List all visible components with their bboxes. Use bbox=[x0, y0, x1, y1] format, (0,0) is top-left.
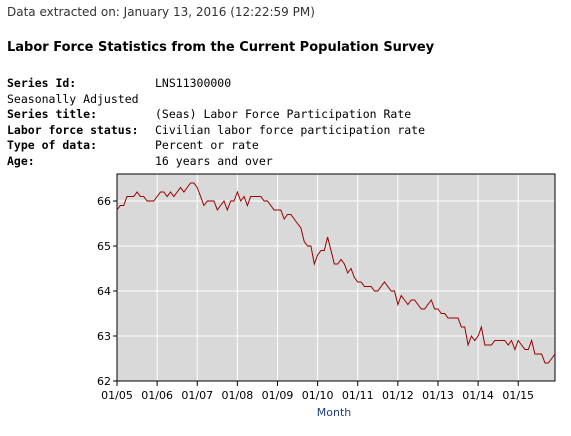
meta-key: Series title: bbox=[7, 107, 98, 122]
meta-value: 16 years and over bbox=[155, 153, 273, 168]
meta-row-age: Age: 16 years and over bbox=[7, 154, 425, 170]
meta-value: Civilian labor force participation rate bbox=[155, 122, 426, 137]
meta-row-data-type: Type of data: Percent or rate bbox=[7, 138, 425, 154]
extraction-timestamp: Data extracted on: January 13, 2016 (12:… bbox=[7, 5, 315, 19]
x-tick-label: 01/13 bbox=[422, 389, 454, 402]
x-tick-label: 01/11 bbox=[342, 389, 374, 402]
y-tick-label: 64 bbox=[97, 285, 111, 298]
y-tick-label: 63 bbox=[97, 330, 111, 343]
meta-key: Labor force status: bbox=[7, 122, 139, 137]
meta-value: Percent or rate bbox=[155, 138, 259, 153]
x-tick-label: 01/14 bbox=[462, 389, 494, 402]
page-title: Labor Force Statistics from the Current … bbox=[7, 40, 435, 55]
meta-key: Series Id: bbox=[7, 76, 77, 90]
y-tick-label: 66 bbox=[97, 195, 111, 208]
y-tick-label: 62 bbox=[97, 375, 111, 388]
x-tick-label: 01/12 bbox=[382, 389, 414, 402]
series-line bbox=[116, 182, 556, 364]
x-tick-label: 01/15 bbox=[502, 389, 534, 402]
plot-area bbox=[116, 173, 556, 382]
x-axis-label: Month bbox=[317, 406, 352, 419]
meta-key: Type of data: bbox=[7, 138, 98, 153]
x-tick-label: 01/10 bbox=[302, 389, 334, 402]
meta-row-seasonal: Seasonally Adjusted bbox=[7, 92, 425, 108]
x-tick-label: 01/06 bbox=[141, 389, 173, 402]
meta-value: (Seas) Labor Force Participation Rate bbox=[155, 107, 412, 122]
x-tick-label: 01/07 bbox=[181, 389, 213, 402]
meta-value: LNS11300000 bbox=[155, 76, 232, 90]
series-metadata: Series Id: LNS11300000 Seasonally Adjust… bbox=[7, 76, 425, 170]
x-tick-label: 01/09 bbox=[262, 389, 294, 402]
meta-row-series-title: Series title: (Seas) Labor Force Partici… bbox=[7, 107, 425, 123]
meta-row-labor-status: Labor force status: Civilian labor force… bbox=[7, 123, 425, 139]
plot-border bbox=[116, 173, 556, 382]
x-tick-label: 01/08 bbox=[222, 389, 254, 402]
meta-key: Seasonally Adjusted bbox=[7, 91, 139, 106]
meta-key: Age: bbox=[7, 153, 35, 168]
y-tick-label: 65 bbox=[97, 240, 111, 253]
meta-row-series-id: Series Id: LNS11300000 bbox=[7, 76, 425, 92]
x-tick-label: 01/05 bbox=[101, 389, 133, 402]
